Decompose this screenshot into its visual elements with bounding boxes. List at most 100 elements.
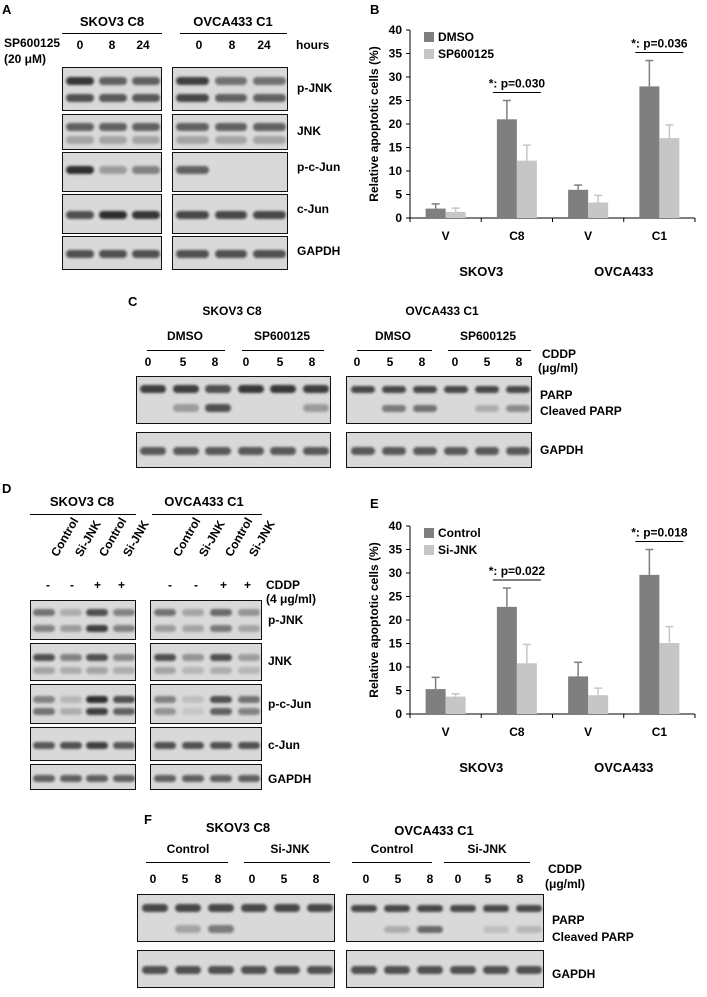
- band: [59, 624, 82, 632]
- band: [33, 707, 56, 715]
- band: [86, 774, 109, 782]
- x-group-label: OVCA433: [594, 264, 653, 279]
- band: [154, 653, 176, 661]
- cddp-sign: +: [94, 578, 102, 592]
- row-label: p-JNK: [268, 613, 304, 627]
- band: [59, 666, 82, 674]
- band: [86, 741, 109, 749]
- blot-c-parp-ovca: [346, 376, 532, 424]
- panel-a-underline-1: [62, 33, 162, 34]
- blot-a-c-jun: [172, 194, 288, 234]
- panel-a-tp: 8: [228, 38, 236, 52]
- dose-label: 5: [394, 872, 402, 886]
- band: [98, 77, 128, 85]
- bar-sp600125: [516, 160, 537, 218]
- band: [443, 385, 468, 393]
- blot-c-gapdh-skov3: [136, 432, 331, 468]
- band: [112, 666, 135, 674]
- cddp-sign: -: [194, 578, 198, 592]
- panel-a-underline-2: [180, 33, 287, 34]
- blot-f-parp-ovca: [346, 894, 544, 942]
- panel-c-underline: [357, 350, 432, 351]
- band: [416, 925, 443, 933]
- band: [515, 904, 542, 912]
- band: [474, 447, 499, 455]
- panel-a-tp: 8: [108, 38, 116, 52]
- legend-label: Si-JNK: [438, 543, 478, 557]
- legend-swatch: [424, 545, 434, 555]
- band: [381, 447, 406, 455]
- band: [214, 77, 248, 85]
- band: [33, 624, 56, 632]
- bar-control: [568, 676, 589, 714]
- band: [65, 250, 94, 258]
- row-label: PARP: [540, 388, 573, 402]
- band: [132, 136, 161, 144]
- band: [33, 653, 56, 661]
- dose-label: 5: [280, 872, 288, 886]
- band: [140, 385, 167, 393]
- band: [214, 211, 248, 219]
- band: [505, 447, 530, 455]
- panel-a-treatment-label: SP600125: [4, 36, 61, 50]
- panel-c-underline: [448, 350, 531, 351]
- dose-label: 0: [248, 872, 256, 886]
- band: [182, 774, 204, 782]
- blot-a-p-jnk: [62, 67, 162, 111]
- band: [86, 707, 109, 715]
- panel-f-treatment: Control: [370, 842, 414, 856]
- band: [154, 741, 176, 749]
- band: [33, 666, 56, 674]
- band: [443, 447, 468, 455]
- band: [175, 136, 209, 144]
- panel-c-underline: [147, 350, 225, 351]
- bar-dmso: [496, 119, 517, 218]
- band: [302, 447, 329, 455]
- band: [505, 385, 530, 393]
- band: [416, 904, 443, 912]
- panel-c-treatment: SP600125: [253, 329, 311, 343]
- y-tick-label: 35: [389, 47, 403, 61]
- band: [112, 608, 135, 616]
- band: [65, 94, 94, 102]
- blot-d-p-jnk-ovca: [150, 600, 262, 640]
- x-category-label: V: [584, 229, 592, 243]
- band: [253, 211, 287, 219]
- blot-d-p-c-jun-skov3: [30, 684, 136, 724]
- panel-a-tp: 24: [136, 38, 150, 52]
- dose-label: 0: [242, 355, 250, 369]
- band: [302, 404, 329, 412]
- band: [482, 925, 509, 933]
- panel-d-cell-1: SKOV3 C8: [49, 494, 115, 509]
- band: [238, 695, 260, 703]
- band: [182, 608, 204, 616]
- blot-a-p-jnk: [172, 67, 288, 111]
- bar-si-jnk: [588, 695, 609, 714]
- band: [154, 774, 176, 782]
- chart-e: 0 5 10 15 20 25 30 35 40 Relative apoptotic cells…: [367, 519, 696, 775]
- dose-label: 8: [516, 872, 524, 886]
- band: [210, 608, 232, 616]
- row-label: p-c-Jun: [268, 697, 312, 711]
- band: [205, 447, 232, 455]
- dose-label: 0: [144, 355, 152, 369]
- blot-c-parp-skov3: [136, 376, 331, 424]
- blot-a-c-jun: [62, 194, 162, 234]
- row-label: PARP: [552, 913, 585, 927]
- band: [205, 404, 232, 412]
- blot-d-jnk-skov3: [30, 643, 136, 681]
- panel-c-cddp-label: CDDP: [542, 347, 577, 361]
- y-tick-label: 25: [389, 590, 403, 604]
- bar-si-jnk: [445, 696, 466, 714]
- blot-d-p-c-jun-ovca: [150, 684, 262, 724]
- panel-a-cell-2: OVCA433 C1: [193, 14, 273, 29]
- blot-a-gapdh: [62, 236, 162, 270]
- band: [86, 624, 109, 632]
- dose-label: 5: [483, 355, 491, 369]
- band: [205, 385, 232, 393]
- blot-d-jnk-ovca: [150, 643, 262, 681]
- dose-label: 5: [181, 872, 189, 886]
- row-label: Cleaved PARP: [540, 404, 622, 418]
- bar-sp600125: [588, 202, 609, 218]
- band: [237, 385, 264, 393]
